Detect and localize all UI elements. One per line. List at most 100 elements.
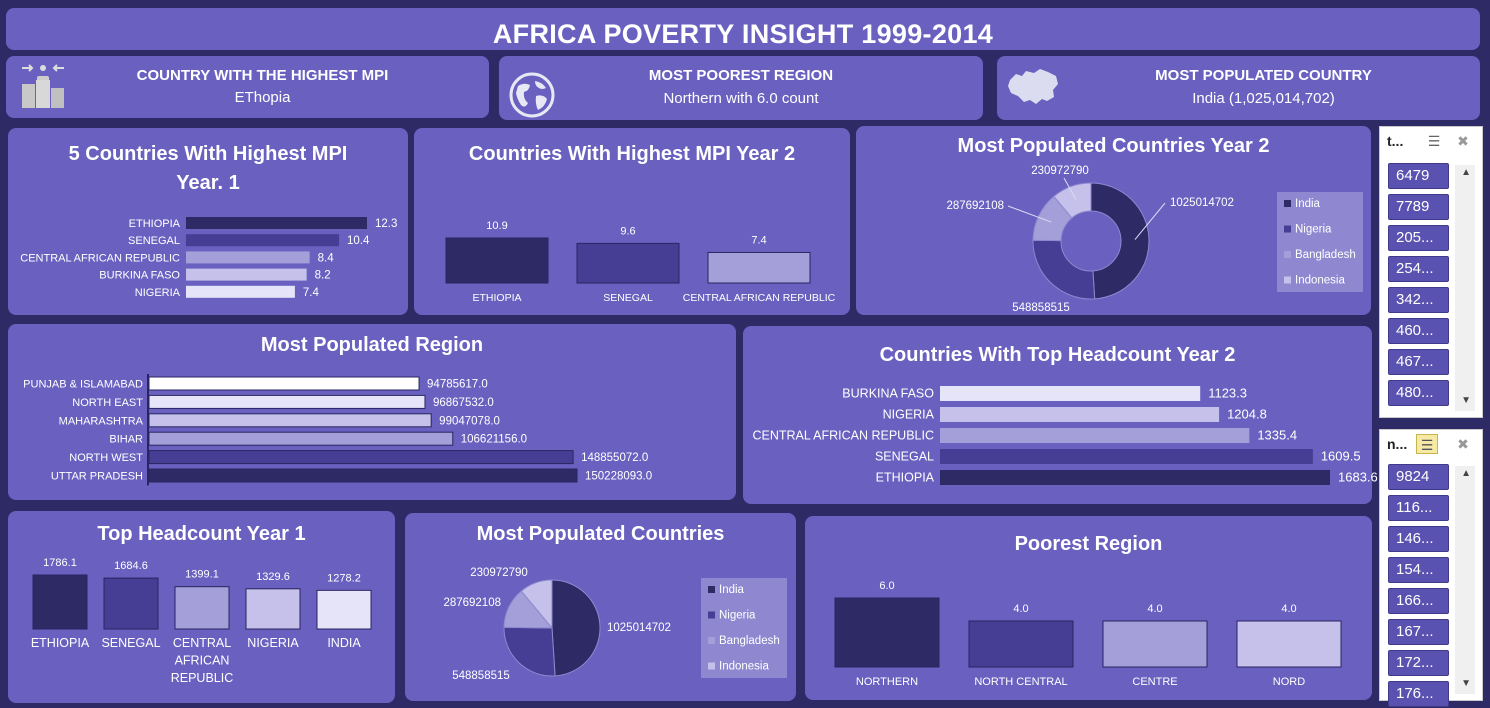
slicer-scrollbar[interactable] <box>1455 165 1475 411</box>
bar[interactable] <box>186 285 295 298</box>
clear-filter-icon[interactable]: ✖ <box>1457 436 1469 452</box>
category-label: SENEGAL <box>128 235 180 247</box>
bar[interactable] <box>148 450 574 465</box>
legend-swatch <box>1284 276 1291 284</box>
slicer-item[interactable]: 460... <box>1388 318 1449 344</box>
pie-slice[interactable] <box>1053 182 1092 219</box>
scroll-down-icon[interactable]: ▼ <box>1461 395 1471 406</box>
legend-entry[interactable]: Indonesia <box>1295 275 1345 287</box>
bar[interactable] <box>576 242 680 284</box>
pie-slice[interactable] <box>551 579 601 677</box>
kpi-card-poorest-region: MOST POOREST REGION Northern with 6.0 co… <box>499 56 983 120</box>
chart-mpi-year1: ETHIOPIA 12.3 SENEGAL 10.4 CENTRAL AFRICAN R… <box>20 217 397 299</box>
slicer-item[interactable]: 480... <box>1388 380 1449 406</box>
slicer-item[interactable]: 6479 <box>1388 163 1449 189</box>
bar[interactable] <box>940 470 1330 485</box>
scroll-up-icon[interactable]: ▲ <box>1461 468 1471 479</box>
legend-entry[interactable]: Indonesia <box>719 661 769 673</box>
pie-slice[interactable] <box>503 626 556 677</box>
bar[interactable] <box>186 217 367 229</box>
kpi-heading: COUNTRY WITH THE HIGHEST MPI <box>136 67 389 84</box>
data-label: 1204.8 <box>1227 407 1267 422</box>
category-label: CENTRAL AFRICAN REPUBLIC <box>20 252 180 264</box>
category-label: NORTH CENTRAL <box>974 676 1067 688</box>
category-label: NORTH EAST <box>72 397 143 409</box>
slicer-item[interactable]: 205... <box>1388 225 1449 251</box>
data-label: 8.2 <box>315 270 331 282</box>
clear-filter-icon[interactable]: ✖ <box>1457 133 1469 149</box>
legend-entry[interactable]: India <box>1295 198 1321 210</box>
category-label: CENTRAL AFRICAN REPUBLIC <box>683 292 836 304</box>
slicer-scrollbar[interactable] <box>1455 466 1475 694</box>
pie-slice[interactable] <box>520 579 553 630</box>
bar[interactable] <box>940 407 1220 422</box>
data-label: 7.4 <box>751 234 766 246</box>
pie-slice[interactable] <box>1032 239 1096 300</box>
slicer-item[interactable]: 116... <box>1388 495 1449 521</box>
bar[interactable] <box>148 413 432 428</box>
chart-panel-headcount-year2: Countries With Top Headcount Year 2 BURK… <box>743 326 1378 504</box>
multi-select-icon[interactable]: ☰ <box>1416 434 1438 454</box>
kpi-heading: MOST POPULATED COUNTRY <box>1155 67 1372 84</box>
pie-slice[interactable] <box>1090 182 1150 300</box>
bar[interactable] <box>103 577 159 630</box>
category-label: CENTRAL AFRICAN REPUBLIC <box>752 429 934 443</box>
slicer-item[interactable]: 9824 <box>1388 464 1449 490</box>
slicer-2[interactable]: n... ☰ ✖ ▲ ▼ 9824 116... 146... 154... 166..… <box>1379 429 1483 707</box>
bar[interactable] <box>186 251 310 264</box>
bar[interactable] <box>1236 620 1342 668</box>
bar[interactable] <box>316 589 372 630</box>
data-label: 8.4 <box>318 252 335 264</box>
slicer-item[interactable]: 176... <box>1388 681 1449 707</box>
legend-entry[interactable]: Bangladesh <box>1295 249 1356 261</box>
bar[interactable] <box>148 376 420 391</box>
multi-select-icon[interactable]: ☰ <box>1427 133 1441 149</box>
bar[interactable] <box>445 237 549 284</box>
bar[interactable] <box>186 268 307 281</box>
slicer-item[interactable]: 467... <box>1388 349 1449 375</box>
bar[interactable] <box>186 234 340 247</box>
bar[interactable] <box>834 597 940 668</box>
data-label: 6.0 <box>879 580 894 592</box>
data-label: 96867532.0 <box>433 397 494 409</box>
legend-entry[interactable]: Nigeria <box>719 610 756 622</box>
data-label: 1278.2 <box>327 572 361 584</box>
category-label: CENTRAL AFRICAN REPUBLIC <box>171 636 234 685</box>
data-label: 1609.5 <box>1321 449 1361 464</box>
legend-entry[interactable]: Bangladesh <box>719 635 780 647</box>
chart-pop-region: PUNJAB & ISLAMABAD 94785617.0 NORTH EAST 96… <box>23 374 652 486</box>
slicer-item[interactable]: 7789 <box>1388 194 1449 220</box>
category-label: BURKINA FASO <box>842 387 934 401</box>
bar[interactable] <box>245 588 301 630</box>
bar[interactable] <box>174 586 230 630</box>
bar[interactable] <box>968 620 1074 668</box>
scroll-up-icon[interactable]: ▲ <box>1461 167 1471 178</box>
bar[interactable] <box>940 449 1313 464</box>
data-label: 1025014702 <box>607 622 671 634</box>
legend-swatch <box>708 637 715 644</box>
slicer-item[interactable]: 172... <box>1388 650 1449 676</box>
bar[interactable] <box>32 574 88 630</box>
legend-entry[interactable]: Nigeria <box>1295 224 1332 236</box>
category-label: NORTH WEST <box>69 452 143 464</box>
slicer-item[interactable]: 342... <box>1388 287 1449 313</box>
legend-swatch <box>708 586 715 593</box>
chart-panel-pop-year2: Most Populated Countries Year 2 10250147… <box>856 126 1371 315</box>
legend-entry[interactable]: India <box>719 584 745 596</box>
slicer-item[interactable]: 146... <box>1388 526 1449 552</box>
bar[interactable] <box>148 431 454 446</box>
bar[interactable] <box>707 251 811 284</box>
bar[interactable] <box>940 428 1250 443</box>
data-label: 1025014702 <box>1170 197 1234 209</box>
scroll-down-icon[interactable]: ▼ <box>1461 678 1471 689</box>
bar[interactable] <box>1102 620 1208 668</box>
slicer-item[interactable]: 154... <box>1388 557 1449 583</box>
bar[interactable] <box>148 394 426 409</box>
slicer-item[interactable]: 167... <box>1388 619 1449 645</box>
bar[interactable] <box>148 468 578 483</box>
slicer-item[interactable]: 166... <box>1388 588 1449 614</box>
slicer-1[interactable]: t... ☰ ✖ ▲ ▼ 6479 7789 205... 254... 342... 4… <box>1379 126 1483 418</box>
bar[interactable] <box>940 386 1201 401</box>
category-label: UTTAR PRADESH <box>51 471 143 483</box>
slicer-item[interactable]: 254... <box>1388 256 1449 282</box>
